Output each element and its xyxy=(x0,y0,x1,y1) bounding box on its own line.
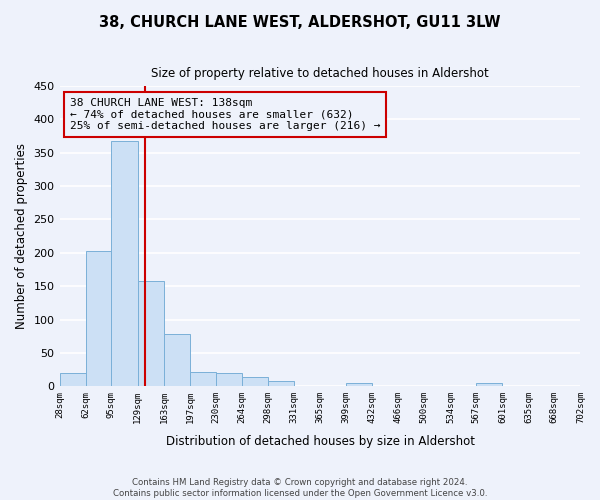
Bar xyxy=(268,381,294,386)
Text: 38 CHURCH LANE WEST: 138sqm
← 74% of detached houses are smaller (632)
25% of se: 38 CHURCH LANE WEST: 138sqm ← 74% of det… xyxy=(70,98,380,131)
Text: Contains HM Land Registry data © Crown copyright and database right 2024.
Contai: Contains HM Land Registry data © Crown c… xyxy=(113,478,487,498)
Bar xyxy=(86,252,112,386)
Bar xyxy=(346,383,372,386)
Bar xyxy=(112,140,137,386)
Title: Size of property relative to detached houses in Aldershot: Size of property relative to detached ho… xyxy=(151,68,489,80)
Bar xyxy=(137,282,164,387)
Y-axis label: Number of detached properties: Number of detached properties xyxy=(15,143,28,329)
Text: 38, CHURCH LANE WEST, ALDERSHOT, GU11 3LW: 38, CHURCH LANE WEST, ALDERSHOT, GU11 3L… xyxy=(99,15,501,30)
Bar xyxy=(215,373,242,386)
X-axis label: Distribution of detached houses by size in Aldershot: Distribution of detached houses by size … xyxy=(166,434,475,448)
Bar xyxy=(164,334,190,386)
Bar xyxy=(59,373,86,386)
Bar xyxy=(476,383,502,386)
Bar xyxy=(190,372,215,386)
Bar xyxy=(242,377,268,386)
